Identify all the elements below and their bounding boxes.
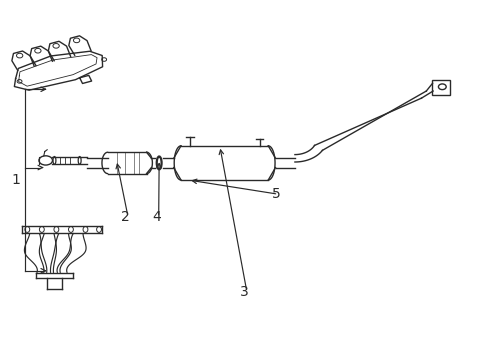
Text: 3: 3 bbox=[240, 285, 248, 299]
Text: 4: 4 bbox=[152, 210, 160, 224]
Text: 5: 5 bbox=[271, 187, 280, 201]
Text: 2: 2 bbox=[121, 210, 130, 224]
Text: 1: 1 bbox=[11, 173, 20, 187]
